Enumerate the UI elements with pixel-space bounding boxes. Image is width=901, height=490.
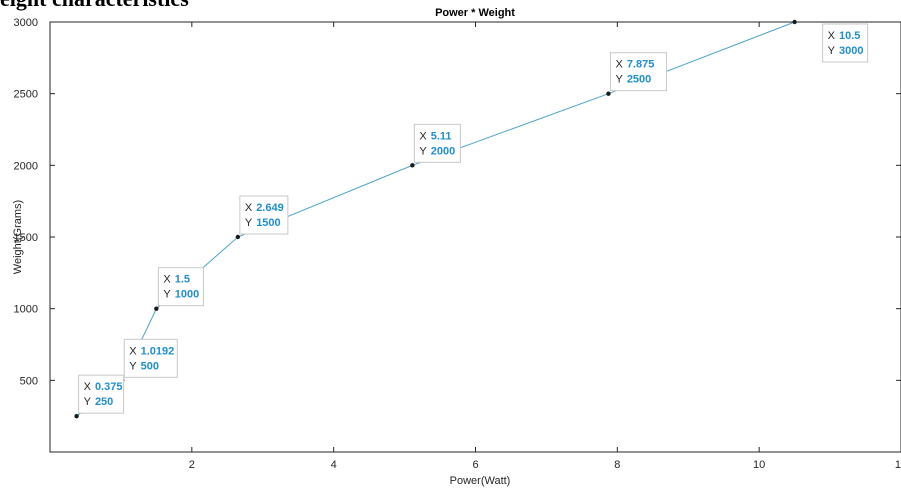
datatip-x-label: X	[828, 30, 836, 42]
data-point	[74, 413, 79, 419]
datatip-box	[157, 267, 204, 307]
datatip-x: X 2.649	[245, 202, 284, 214]
datatip-x: X 5.11	[419, 130, 451, 142]
datatip-x: X 0.375	[84, 381, 123, 393]
datatip-y-label: Y	[129, 360, 137, 372]
datatip-x-value: 10.5	[839, 30, 860, 42]
datatip-y-label: Y	[828, 45, 836, 57]
y-axis-label: Weight(Grams)	[12, 200, 24, 274]
datatip[interactable]: X 1.5 Y 1000	[157, 267, 204, 307]
datatip[interactable]: X 7.875 Y 2500	[609, 52, 667, 92]
datatip-x-label: X	[129, 345, 137, 357]
datatip-y-label: Y	[245, 217, 253, 229]
datatip-box	[78, 374, 125, 414]
chart-title: Power * Weight	[435, 7, 515, 19]
y-tick-label: 1000	[14, 304, 38, 316]
x-tick-label: 4	[331, 459, 337, 471]
datatip[interactable]: X 10.5Y 3000	[822, 23, 869, 63]
datatip-y-value: 2500	[627, 74, 651, 86]
datatip-y: Y 1500	[245, 217, 281, 229]
datatip-y-value: 250	[95, 396, 113, 408]
datatip-y: Y 3000	[828, 45, 864, 57]
datatip-x-value: 2.649	[256, 202, 284, 214]
datatip-box	[123, 338, 178, 378]
datatip-y-value: 1000	[175, 289, 199, 301]
page-heading: eight characteristics	[0, 0, 189, 12]
y-tick-label: 2000	[14, 160, 38, 172]
datatip-y-label: Y	[615, 74, 623, 86]
datatip-y-value: 500	[141, 360, 159, 372]
datatip-x-value: 5.11	[431, 130, 452, 142]
datatip-y: Y 500	[129, 360, 159, 372]
datatip-y: Y 2500	[615, 74, 651, 86]
datatip-y: Y 2000	[419, 145, 455, 157]
datatip[interactable]: X 1.0192 Y 500	[123, 338, 178, 378]
datatip-x-value: 1.5	[175, 274, 190, 286]
data-point	[792, 19, 797, 25]
datatip-x: X 1.5	[163, 274, 190, 286]
x-tick-label: 8	[614, 459, 620, 471]
x-axis-label: Power(Watt)	[450, 475, 511, 487]
datatip-x-label: X	[419, 130, 427, 142]
datatip-y-value: 3000	[839, 45, 863, 57]
x-tick-label: 2	[189, 459, 195, 471]
datatip-x-label: X	[615, 59, 623, 71]
datatip-y: Y 1000	[163, 289, 199, 301]
datatip-y-value: 1500	[256, 217, 280, 229]
x-tick-label: 10	[753, 459, 765, 471]
datatip-box	[609, 52, 667, 92]
x-tick-label: 6	[472, 459, 478, 471]
data-point	[606, 91, 611, 96]
datatip-box	[239, 195, 289, 235]
datatip-y-label: Y	[419, 145, 427, 157]
y-tick-label: 2500	[14, 89, 38, 101]
plot-frame	[49, 21, 901, 453]
y-tick-label: 500	[20, 375, 38, 387]
y-tick-label: 3000	[14, 17, 38, 29]
datatip[interactable]: X 5.11 Y 2000	[413, 123, 461, 163]
datatip-x-value: 7.875	[627, 59, 655, 71]
data-point	[235, 234, 241, 240]
data-point	[154, 306, 159, 311]
y-tick-label: 1500	[14, 232, 38, 244]
datatip-x-label: X	[245, 202, 253, 214]
datatip-x-value: 0.375	[95, 381, 123, 393]
datatip-box	[413, 123, 461, 163]
datatip-y: Y 250	[84, 396, 114, 408]
datatip-x: X 7.875	[615, 59, 654, 71]
data-point	[410, 163, 415, 168]
datatip-x-value: 1.0192	[141, 345, 175, 357]
datatip-x-label: X	[84, 381, 92, 393]
datatip-box	[822, 23, 869, 63]
datatip-x-label: X	[163, 274, 171, 286]
datatip-y-label: Y	[163, 289, 171, 301]
x-tick-label: 12	[895, 459, 901, 471]
datatip-y-value: 2000	[431, 145, 455, 157]
datatip-x: X 10.5	[828, 30, 861, 42]
datatip-y-label: Y	[84, 396, 92, 408]
datatip-x: X 1.0192	[129, 345, 174, 357]
